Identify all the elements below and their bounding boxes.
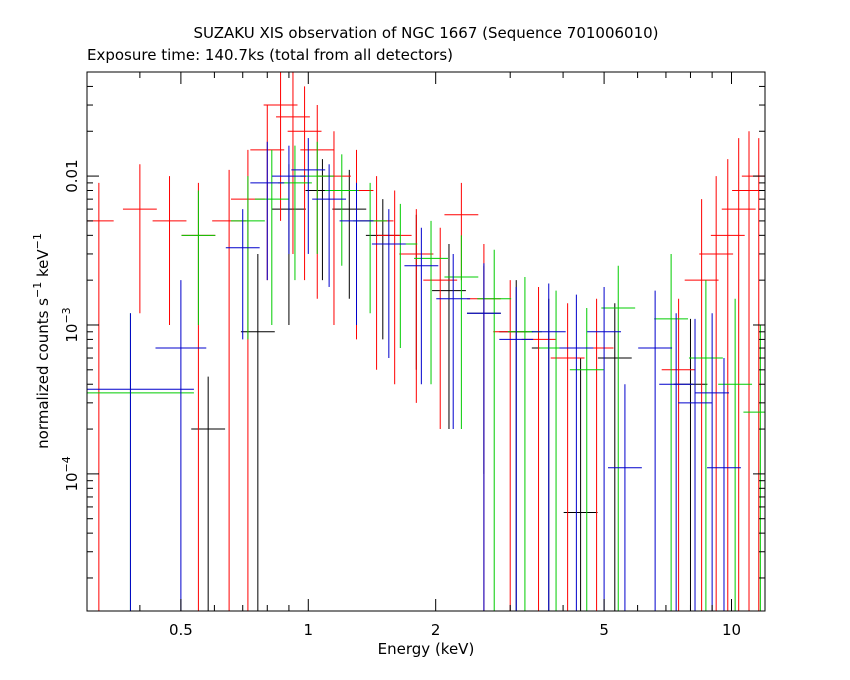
- data-point: [436, 253, 471, 430]
- data-point: [371, 209, 406, 359]
- y-axis: 0.01 10−3 10−4: [60, 71, 765, 579]
- data-point: [499, 286, 534, 611]
- x-tick-label: 0.5: [169, 621, 193, 639]
- data-point: [122, 164, 157, 314]
- series-3: [87, 138, 741, 611]
- data-point: [254, 149, 289, 325]
- series-1: [87, 72, 765, 611]
- data-point: [684, 199, 719, 611]
- data-point: [212, 169, 247, 611]
- y-tick-label: 10−4: [60, 456, 81, 491]
- data-point: [271, 145, 306, 254]
- x-axis: 0.5 1 2 5 10: [86, 72, 741, 639]
- data-point: [432, 243, 466, 430]
- chart-title: SUZAKU XIS observation of NGC 1667 (Sequ…: [193, 24, 658, 42]
- data-point: [377, 190, 412, 385]
- data-point: [597, 303, 632, 611]
- data-point: [466, 263, 501, 611]
- data-point: [661, 298, 696, 611]
- data-point: [507, 277, 542, 611]
- x-tick-label: 5: [599, 621, 609, 639]
- data-point: [444, 235, 479, 430]
- data-point: [312, 164, 347, 287]
- data-point: [87, 182, 114, 611]
- y-tick-label: 10−3: [60, 307, 81, 342]
- data-point: [601, 265, 636, 611]
- data-point: [399, 209, 434, 403]
- data-point: [404, 227, 439, 385]
- data-point: [353, 182, 388, 314]
- data-point: [587, 286, 622, 611]
- data-point: [300, 141, 335, 254]
- data-point: [721, 138, 756, 611]
- data-point: [423, 227, 458, 430]
- x-tick-label: 1: [304, 621, 314, 639]
- data-point: [230, 176, 265, 340]
- data-series-layer: [87, 72, 765, 611]
- data-point: [414, 220, 448, 385]
- data-point: [324, 154, 359, 266]
- data-point: [477, 249, 512, 611]
- y-tick-label: 0.01: [63, 159, 81, 192]
- data-point: [339, 182, 374, 325]
- chart-subtitle: Exposure time: 140.7ks (total from all d…: [87, 46, 453, 64]
- data-point: [678, 318, 712, 611]
- data-point: [250, 141, 285, 281]
- data-point: [659, 313, 694, 611]
- data-point: [191, 376, 226, 611]
- data-point: [718, 298, 753, 611]
- y-axis-label: normalized counts s−1 keV−1: [31, 233, 52, 449]
- data-point: [181, 190, 216, 325]
- data-point: [263, 72, 298, 221]
- plot-frame: [86, 71, 766, 612]
- x-tick-label: 2: [431, 621, 441, 639]
- data-point: [291, 138, 326, 254]
- data-point: [87, 313, 194, 611]
- data-point: [743, 324, 765, 611]
- data-point: [579, 298, 614, 611]
- data-point: [559, 294, 594, 611]
- series-0: [191, 159, 708, 611]
- data-point: [569, 308, 604, 611]
- data-point: [332, 169, 367, 299]
- series-2: [87, 141, 765, 611]
- x-axis-label: Energy (keV): [378, 640, 475, 658]
- data-point: [695, 313, 730, 611]
- data-point: [607, 384, 642, 611]
- x-tick-label: 10: [722, 621, 741, 639]
- data-point: [563, 358, 598, 611]
- data-point: [152, 176, 187, 325]
- data-point: [493, 280, 528, 611]
- data-point: [87, 313, 194, 611]
- data-point: [707, 358, 741, 611]
- data-point: [240, 253, 275, 611]
- data-point: [688, 280, 723, 611]
- data-point: [225, 209, 260, 340]
- data-point: [654, 253, 689, 611]
- data-point: [638, 290, 673, 611]
- data-point: [521, 286, 556, 611]
- data-point: [531, 283, 566, 611]
- data-point: [278, 145, 312, 281]
- data-point: [155, 280, 207, 611]
